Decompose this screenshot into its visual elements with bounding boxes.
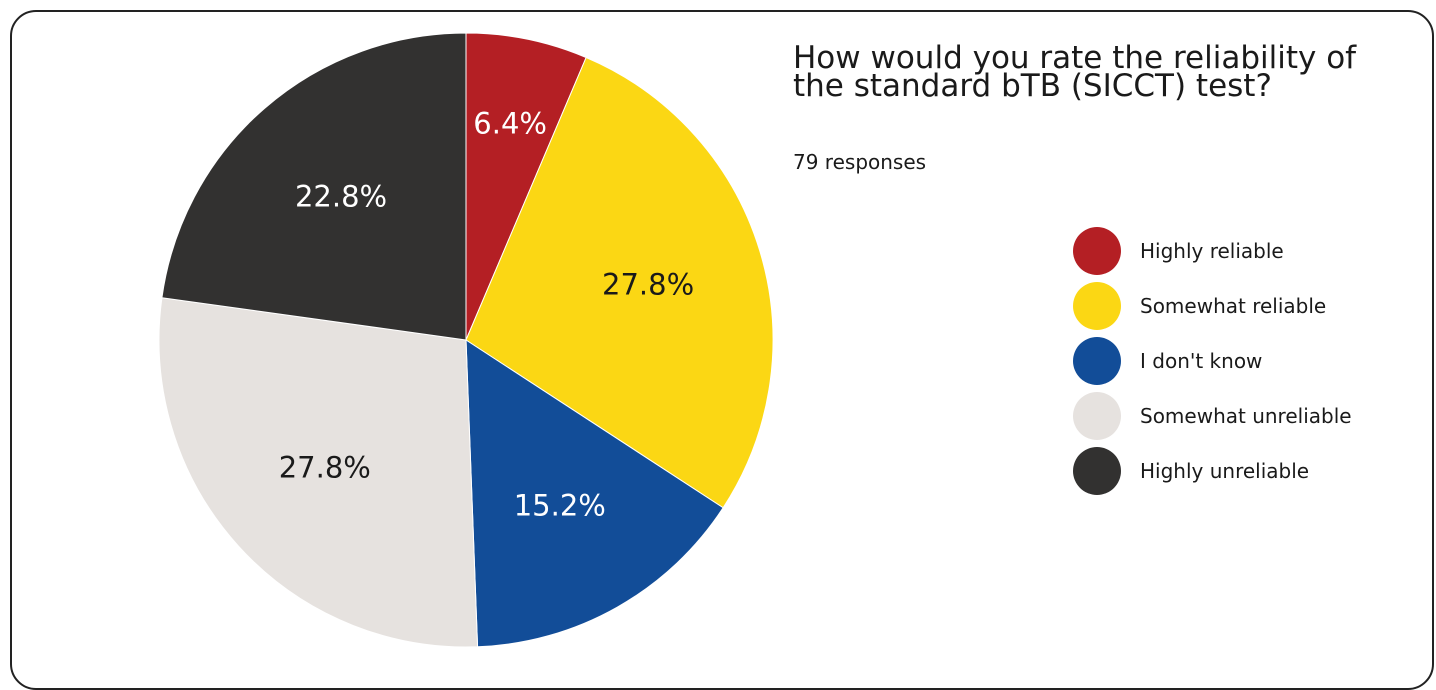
legend-item[interactable]: I don't know	[1073, 334, 1352, 388]
legend-item[interactable]: Somewhat unreliable	[1073, 389, 1352, 443]
legend-swatch	[1073, 337, 1121, 385]
legend-swatch	[1073, 447, 1121, 495]
legend-item[interactable]: Highly reliable	[1073, 224, 1352, 278]
legend-label: I don't know	[1140, 349, 1263, 373]
pie-chart: 6.4% 27.8% 15.2% 27.8% 22.8%	[158, 32, 774, 648]
slice-label: 27.8%	[602, 268, 694, 302]
legend: Highly reliable Somewhat reliable I don'…	[1073, 224, 1352, 498]
legend-label: Highly reliable	[1140, 239, 1284, 263]
legend-item[interactable]: Somewhat reliable	[1073, 279, 1352, 333]
legend-label: Somewhat unreliable	[1140, 404, 1352, 428]
pie-slice[interactable]	[465, 339, 724, 648]
legend-label: Somewhat reliable	[1140, 294, 1327, 318]
slice-label: 22.8%	[295, 179, 387, 213]
pie-slice[interactable]	[465, 56, 774, 509]
chart-subtitle: 79 responses	[793, 150, 927, 174]
slice-label: 6.4%	[473, 106, 547, 140]
pie-slice[interactable]	[158, 297, 479, 648]
slice-label: 15.2%	[514, 489, 606, 523]
legend-swatch	[1073, 282, 1121, 330]
pie-slice[interactable]	[465, 32, 587, 341]
legend-label: Highly unreliable	[1140, 459, 1310, 483]
pie-slice[interactable]	[161, 32, 467, 341]
chart-title: How would you rate the reliability of th…	[793, 40, 1357, 104]
legend-swatch	[1073, 227, 1121, 275]
slice-label: 27.8%	[279, 451, 371, 485]
legend-swatch	[1073, 392, 1121, 440]
legend-item[interactable]: Highly unreliable	[1073, 444, 1352, 498]
